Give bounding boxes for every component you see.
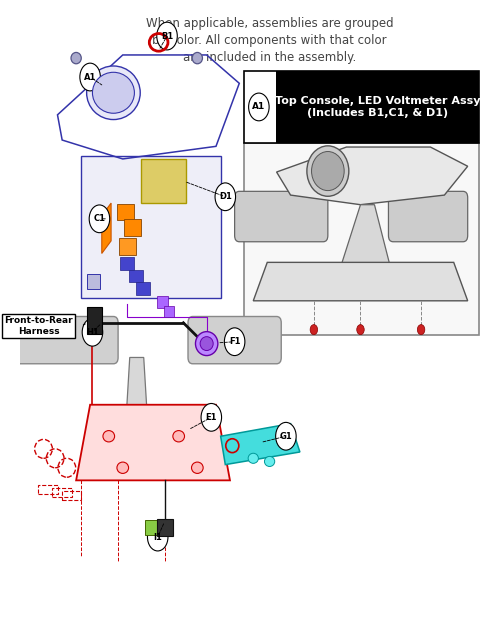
FancyBboxPatch shape <box>164 306 174 317</box>
Text: H1: H1 <box>86 328 99 337</box>
FancyBboxPatch shape <box>81 156 220 298</box>
Ellipse shape <box>264 456 274 467</box>
FancyBboxPatch shape <box>188 316 281 364</box>
Ellipse shape <box>248 453 258 463</box>
Text: I1: I1 <box>154 532 162 542</box>
Ellipse shape <box>307 146 349 196</box>
FancyBboxPatch shape <box>87 307 102 334</box>
Circle shape <box>310 325 318 335</box>
Polygon shape <box>254 262 468 301</box>
Ellipse shape <box>92 72 134 113</box>
FancyBboxPatch shape <box>16 316 118 364</box>
FancyBboxPatch shape <box>234 191 328 242</box>
Ellipse shape <box>103 430 115 442</box>
Polygon shape <box>276 147 468 204</box>
Ellipse shape <box>86 66 140 120</box>
Text: C1: C1 <box>94 215 106 223</box>
Polygon shape <box>337 204 393 278</box>
Circle shape <box>89 205 110 233</box>
FancyBboxPatch shape <box>244 71 480 143</box>
Ellipse shape <box>117 462 128 473</box>
Ellipse shape <box>192 53 202 64</box>
Text: B1: B1 <box>161 32 173 41</box>
Circle shape <box>357 325 364 335</box>
FancyBboxPatch shape <box>244 143 480 335</box>
Polygon shape <box>220 423 300 465</box>
Ellipse shape <box>312 151 344 191</box>
Text: A1: A1 <box>252 103 266 111</box>
Polygon shape <box>76 404 230 480</box>
FancyBboxPatch shape <box>276 71 480 143</box>
FancyBboxPatch shape <box>88 273 100 289</box>
FancyBboxPatch shape <box>157 519 172 536</box>
Circle shape <box>276 422 296 450</box>
FancyBboxPatch shape <box>120 239 136 254</box>
Text: Front-to-Rear
Harness: Front-to-Rear Harness <box>4 316 73 335</box>
Circle shape <box>148 523 168 551</box>
Circle shape <box>248 93 269 121</box>
FancyBboxPatch shape <box>136 282 150 295</box>
Circle shape <box>215 183 236 211</box>
Circle shape <box>82 318 102 346</box>
FancyBboxPatch shape <box>124 220 141 236</box>
FancyBboxPatch shape <box>145 520 158 535</box>
Text: Top Console, LED Voltmeter Assy
(Includes B1,C1, & D1): Top Console, LED Voltmeter Assy (Include… <box>274 96 480 118</box>
FancyBboxPatch shape <box>142 159 186 203</box>
Ellipse shape <box>192 462 203 473</box>
FancyBboxPatch shape <box>117 204 134 220</box>
Circle shape <box>418 325 425 335</box>
FancyBboxPatch shape <box>120 257 134 270</box>
Text: When applicable, assemblies are grouped
by color. All components with that color: When applicable, assemblies are grouped … <box>146 17 394 64</box>
Ellipse shape <box>71 53 82 64</box>
Circle shape <box>224 328 245 356</box>
Ellipse shape <box>173 430 184 442</box>
Ellipse shape <box>196 332 218 356</box>
FancyBboxPatch shape <box>157 296 168 308</box>
Circle shape <box>157 22 178 50</box>
Circle shape <box>201 403 222 431</box>
Polygon shape <box>123 358 150 474</box>
Text: F1: F1 <box>229 337 240 346</box>
Text: E1: E1 <box>206 413 217 422</box>
Text: A1: A1 <box>84 73 96 82</box>
FancyBboxPatch shape <box>388 191 468 242</box>
Polygon shape <box>102 203 111 253</box>
Text: G1: G1 <box>280 432 292 441</box>
Ellipse shape <box>200 337 213 351</box>
Circle shape <box>80 63 100 91</box>
Text: D1: D1 <box>219 192 232 201</box>
FancyBboxPatch shape <box>130 270 143 282</box>
